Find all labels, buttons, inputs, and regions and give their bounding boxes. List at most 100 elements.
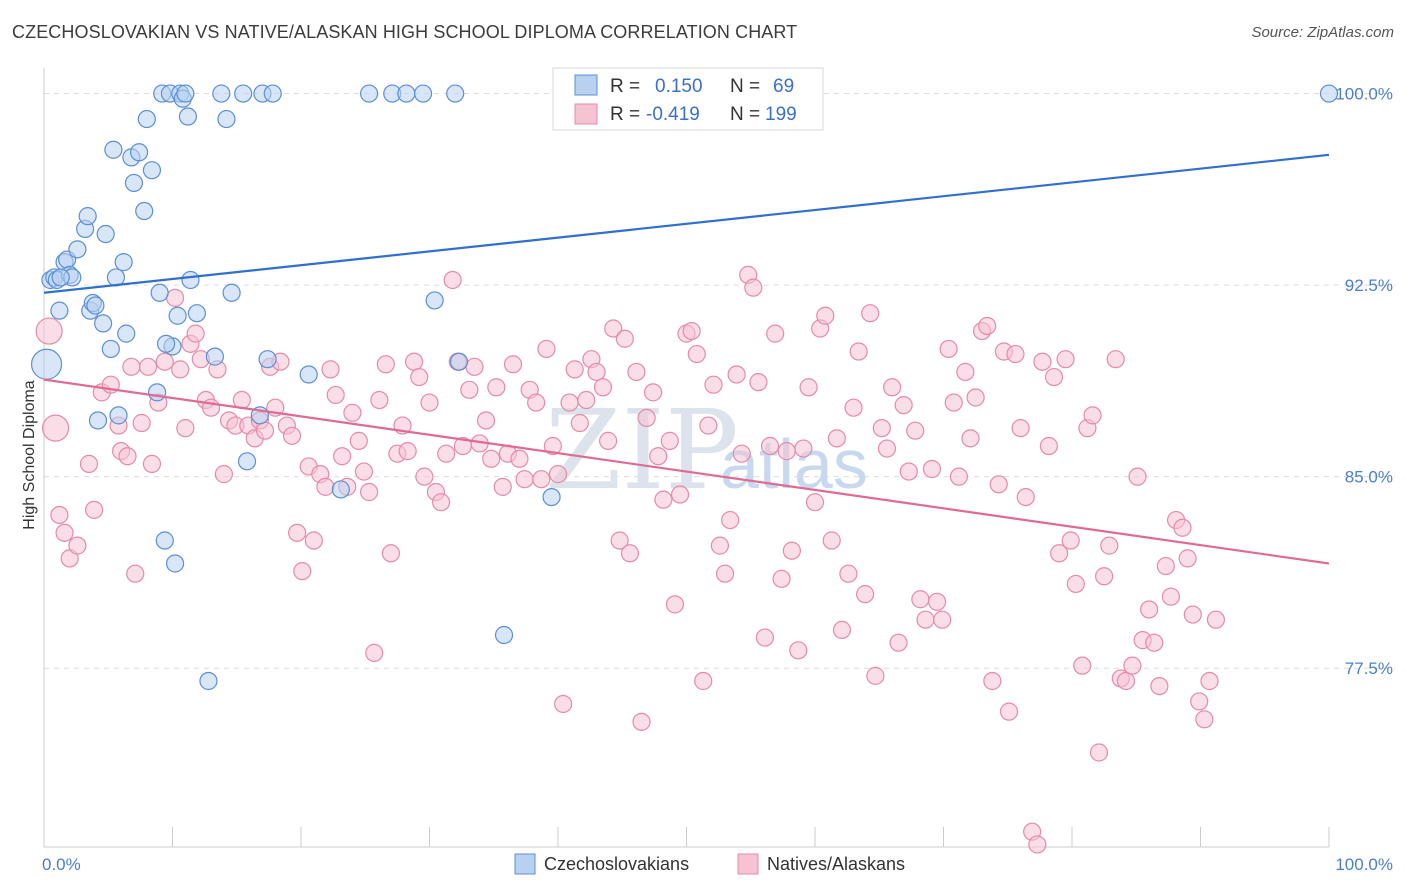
czech-point (135, 201, 154, 221)
czech-point (176, 84, 195, 103)
czech-point (449, 352, 469, 371)
czech-point (263, 84, 282, 103)
natives-point (944, 393, 963, 412)
natives-point (1066, 574, 1085, 594)
natives-point (1095, 567, 1114, 586)
natives-point (118, 447, 137, 466)
natives-point (1039, 436, 1058, 456)
y-axis-title: High School Diploma (21, 380, 38, 530)
natives-point (1195, 710, 1214, 729)
natives-point (1016, 487, 1035, 507)
czech-point (542, 487, 561, 507)
natives-point (732, 444, 751, 463)
natives-point (304, 531, 323, 550)
natives-point (537, 339, 556, 359)
natives-point (85, 500, 104, 519)
natives-point (839, 564, 858, 583)
natives-point (694, 671, 713, 691)
natives-point (515, 470, 534, 489)
natives-point (983, 671, 1002, 691)
czech-point (147, 383, 167, 402)
natives-point (493, 477, 512, 496)
czech-point (129, 143, 149, 162)
natives-point (844, 398, 863, 417)
czech-point (78, 207, 97, 226)
czech-point (178, 107, 198, 126)
natives-point (554, 694, 573, 714)
natives-point (1178, 549, 1197, 568)
natives-point (805, 493, 825, 512)
czech-point (331, 480, 350, 499)
natives-point (1161, 587, 1181, 606)
stats-pink-n-label: N = (730, 104, 760, 125)
natives-point (443, 270, 462, 290)
y-tick-label-3: 100.0% (1335, 85, 1393, 104)
czech-point (104, 140, 123, 159)
y-tick-label-1: 85.0% (1345, 468, 1393, 487)
natives-point (649, 447, 668, 466)
natives-point (165, 288, 185, 307)
czech-point (199, 671, 218, 691)
natives-point (721, 510, 740, 530)
y-tick-label-0: 77.5% (1345, 659, 1393, 678)
natives-point (1044, 367, 1064, 387)
czech-point (86, 296, 105, 315)
stats-blue-n-label: N = (730, 76, 760, 97)
natives-point (1173, 518, 1192, 537)
czech-point (397, 84, 416, 103)
natives-point (510, 449, 529, 468)
natives-point (532, 470, 551, 489)
natives-point (577, 390, 596, 410)
x-tick-label-0: 0.0% (42, 855, 81, 874)
natives-point (772, 569, 791, 588)
natives-point (333, 447, 352, 466)
natives-point (155, 352, 174, 371)
natives-trend-line (43, 378, 1330, 565)
natives-point (415, 467, 434, 486)
natives-point (543, 436, 562, 456)
czech-point (425, 291, 444, 310)
stats-pink-r-value: -0.419 (646, 104, 700, 125)
stats-blue-n-value: 69 (773, 76, 794, 97)
stats-blue-r-value: 0.150 (655, 76, 703, 97)
natives-point (682, 321, 701, 341)
stats-pink-n-value: 199 (765, 104, 797, 125)
axes (43, 68, 1330, 848)
natives-point (637, 408, 656, 428)
natives-point (665, 595, 685, 614)
czech-point (109, 406, 128, 425)
natives-point (186, 324, 205, 343)
natives-point (1200, 671, 1219, 691)
natives-point (620, 544, 640, 563)
natives-point (321, 360, 340, 379)
natives-point (816, 306, 835, 325)
natives-point (782, 541, 801, 560)
tick-labels: 77.5% 85.0% 92.5% 100.0% 0.0% 100.0% (42, 85, 1393, 874)
natives-point (999, 702, 1019, 721)
natives-point (610, 531, 629, 550)
natives-point (437, 444, 456, 463)
legend-czech-swatch (514, 853, 536, 875)
natives-point (68, 536, 87, 555)
czech-point (446, 84, 465, 103)
natives-point (889, 633, 908, 652)
natives-point (1006, 344, 1025, 364)
czech-point (187, 304, 207, 323)
natives-point (176, 419, 195, 438)
natives-point (906, 421, 925, 440)
natives-point (1028, 835, 1047, 854)
natives-point (1190, 692, 1209, 711)
czech-point (68, 240, 87, 259)
natives-point (482, 449, 501, 468)
natives-point (343, 403, 362, 422)
natives-point (832, 620, 852, 640)
natives-point (1123, 656, 1142, 675)
natives-point (822, 531, 841, 550)
natives-point (911, 590, 930, 609)
stats-pink-r-label: R = (610, 104, 640, 125)
natives-point (1061, 531, 1080, 550)
chart-title: CZECHOSLOVAKIAN VS NATIVE/ALASKAN HIGH S… (12, 22, 798, 42)
natives-point (354, 462, 374, 481)
natives-point (1033, 352, 1052, 371)
natives-point (715, 564, 735, 583)
